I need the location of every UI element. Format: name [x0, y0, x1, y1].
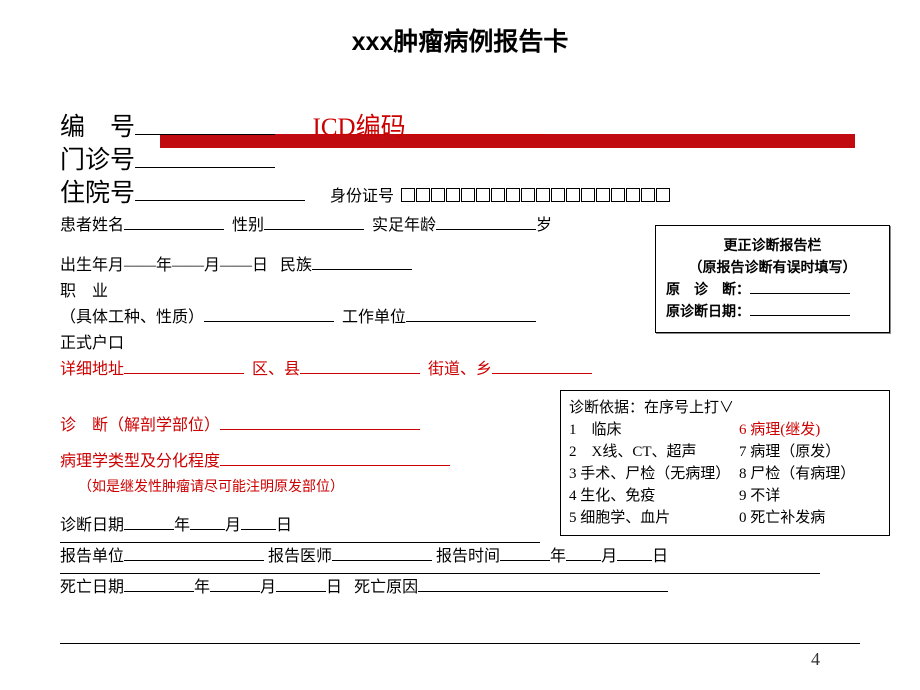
month-unit2: 月 [601, 548, 617, 565]
basis-item: 4 生化、免疫 [569, 485, 739, 507]
row-number-icd: 编 号 ICD编码 [60, 110, 860, 143]
report-doctor-blank[interactable] [332, 545, 432, 561]
age-unit: 岁 [536, 217, 552, 234]
age-label: 实足年龄 [372, 217, 436, 234]
basis-item: 8 尸检（有病理） [739, 463, 869, 485]
death-day-blank[interactable] [276, 576, 326, 592]
icd-label: ICD编码 [313, 114, 406, 141]
basis-item: 2 X线、CT、超声 [569, 441, 739, 463]
correction-box: 更正诊断报告栏 （原报告诊断有误时填写） 原 诊 断： 原诊断日期： [655, 225, 890, 333]
row-address: 详细地址 区、县 街道、乡 [60, 358, 860, 382]
ethnic-label: 民族 [280, 257, 312, 274]
correction-title: 更正诊断报告栏 [666, 236, 879, 258]
diag-day-blank[interactable] [241, 514, 276, 530]
address-blank[interactable] [124, 358, 244, 374]
basis-item: 7 病理（原发） [739, 441, 869, 463]
death-cause-blank[interactable] [418, 576, 668, 592]
month-unit3: 月 [260, 579, 276, 596]
address-label: 详细地址 [60, 361, 124, 378]
diagnosis-basis-box: 诊断依据：在序号上打∨ 1 临床 2 X线、CT、超声 3 手术、尸检（无病理）… [560, 390, 890, 536]
name-blank[interactable] [124, 214, 224, 230]
job-detail-blank[interactable] [204, 306, 334, 322]
inpatient-label: 住院号 [60, 180, 135, 207]
divider1 [60, 542, 540, 543]
ethnic-blank[interactable] [312, 254, 412, 270]
job-detail-label: （具体工种、性质） [60, 309, 204, 326]
report-unit-blank[interactable] [124, 545, 264, 561]
basis-left-col: 1 临床 2 X线、CT、超声 3 手术、尸检（无病理） 4 生化、免疫 5 细… [569, 419, 739, 529]
gender-blank[interactable] [264, 214, 364, 230]
number-label: 编 号 [60, 114, 135, 141]
work-unit-label: 工作单位 [342, 309, 406, 326]
day-unit3: 日 [326, 579, 342, 596]
path-label: 病理学类型及分化程度 [60, 453, 220, 470]
row-death: 死亡日期 年 月 日 死亡原因 [60, 576, 860, 600]
birth-label: 出生年月——年——月——日 [60, 257, 268, 274]
diag-month-blank[interactable] [190, 514, 225, 530]
id-boxes[interactable] [400, 180, 670, 207]
page-number: 4 [811, 649, 820, 670]
report-year-blank[interactable] [500, 545, 550, 561]
death-cause-label: 死亡原因 [354, 579, 418, 596]
correction-orig-date: 原诊断日期： [666, 302, 879, 324]
basis-item: 1 临床 [569, 419, 739, 441]
report-doctor-label: 报告医师 [268, 548, 332, 565]
diag-blank[interactable] [220, 414, 420, 430]
outpatient-label: 门诊号 [60, 147, 135, 174]
year-unit3: 年 [194, 579, 210, 596]
report-day-blank[interactable] [617, 545, 652, 561]
footer-line [60, 643, 860, 644]
basis-header: 诊断依据：在序号上打∨ [569, 397, 881, 419]
year-unit2: 年 [550, 548, 566, 565]
path-blank[interactable] [220, 450, 450, 466]
correction-orig-date-blank[interactable] [750, 302, 850, 316]
basis-item: 5 细胞学、血片 [569, 507, 739, 529]
diag-date-label: 诊断日期 [60, 517, 124, 534]
id-label: 身份证号 [330, 188, 394, 205]
death-year-blank[interactable] [124, 576, 194, 592]
hukou-label: 正式户口 [60, 335, 124, 352]
diag-label: 诊 断（解剖学部位） [60, 417, 220, 434]
report-time-label: 报告时间 [436, 548, 500, 565]
correction-orig-diag: 原 诊 断： [666, 280, 879, 302]
basis-item: 0 死亡补发病 [739, 507, 869, 529]
divider2 [60, 573, 820, 574]
report-month-blank[interactable] [566, 545, 601, 561]
row-hukou: 正式户口 [60, 332, 860, 356]
correction-orig-diag-blank[interactable] [750, 280, 850, 294]
day-unit2: 日 [652, 548, 668, 565]
page-title: xxx肿瘤病例报告卡 [0, 0, 920, 58]
year-unit: 年 [174, 517, 190, 534]
inpatient-blank[interactable] [135, 176, 305, 201]
district-blank[interactable] [300, 358, 420, 374]
basis-item: 3 手术、尸检（无病理） [569, 463, 739, 485]
name-label: 患者姓名 [60, 217, 124, 234]
report-unit-label: 报告单位 [60, 548, 124, 565]
gender-label: 性别 [232, 217, 264, 234]
row-outpatient: 门诊号 [60, 143, 860, 176]
age-blank[interactable] [436, 214, 536, 230]
work-unit-blank[interactable] [406, 306, 536, 322]
number-blank[interactable] [135, 110, 275, 135]
row-inpatient: 住院号 身份证号 [60, 176, 860, 212]
basis-item: 6 病理(继发) [739, 419, 869, 441]
row-report: 报告单位 报告医师 报告时间 年 月 日 [60, 545, 860, 569]
outpatient-blank[interactable] [135, 143, 275, 168]
diag-year-blank[interactable] [124, 514, 174, 530]
month-unit: 月 [225, 517, 241, 534]
death-month-blank[interactable] [210, 576, 260, 592]
basis-right-col: 6 病理(继发) 7 病理（原发） 8 尸检（有病理） 9 不详 0 死亡补发病 [739, 419, 869, 529]
death-date-label: 死亡日期 [60, 579, 124, 596]
job-label: 职 业 [60, 283, 108, 300]
district-label: 区、县 [252, 361, 300, 378]
day-unit: 日 [276, 517, 292, 534]
basis-item: 9 不详 [739, 485, 869, 507]
street-blank[interactable] [492, 358, 592, 374]
street-label: 街道、乡 [428, 361, 492, 378]
icd-blank[interactable] [406, 110, 546, 135]
correction-subtitle: （原报告诊断有误时填写） [666, 258, 879, 280]
